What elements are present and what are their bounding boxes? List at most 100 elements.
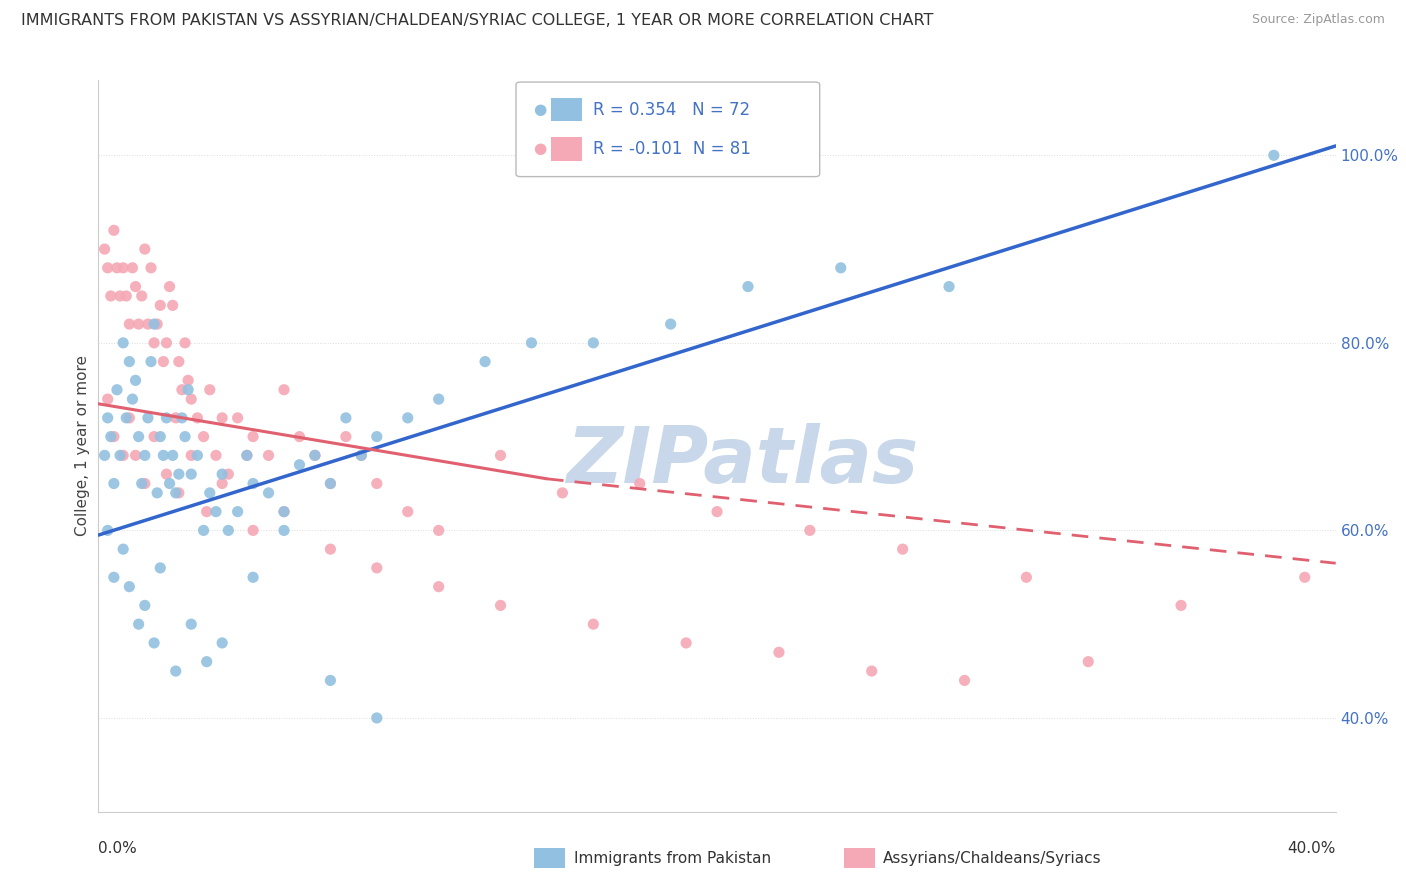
Point <box>319 476 342 491</box>
Point <box>152 449 174 463</box>
Point <box>1263 148 1285 162</box>
Point <box>953 673 976 688</box>
Point <box>97 524 120 538</box>
Point <box>198 383 221 397</box>
Point <box>124 279 146 293</box>
Point <box>100 289 122 303</box>
Point <box>128 617 150 632</box>
Point <box>152 354 174 368</box>
Point <box>768 645 790 659</box>
Point <box>242 570 264 584</box>
Point <box>146 317 169 331</box>
Point <box>143 317 166 331</box>
Point <box>799 524 821 538</box>
Point <box>177 373 200 387</box>
Point <box>155 335 177 350</box>
Point <box>427 580 450 594</box>
Point <box>217 467 239 482</box>
Text: R = -0.101  N = 81: R = -0.101 N = 81 <box>593 140 751 158</box>
Point <box>143 335 166 350</box>
Point <box>118 410 141 425</box>
Point <box>273 524 295 538</box>
Point <box>211 410 233 425</box>
Text: ●: ● <box>533 142 547 156</box>
Point <box>167 354 190 368</box>
Point <box>675 636 697 650</box>
Point <box>1170 599 1192 613</box>
Point <box>97 392 120 406</box>
Point <box>170 410 193 425</box>
Point <box>131 289 153 303</box>
Point <box>105 260 128 275</box>
Point <box>186 410 208 425</box>
Point <box>242 476 264 491</box>
Text: ZIPatlas: ZIPatlas <box>565 423 918 499</box>
Point <box>149 429 172 443</box>
Point <box>149 561 172 575</box>
Point <box>103 223 125 237</box>
Point <box>108 449 131 463</box>
Point <box>211 636 233 650</box>
Point <box>350 449 373 463</box>
Point <box>180 392 202 406</box>
Point <box>319 673 342 688</box>
Point <box>366 561 388 575</box>
Point <box>217 524 239 538</box>
Text: ●: ● <box>533 103 547 117</box>
Point <box>115 289 138 303</box>
Point <box>304 449 326 463</box>
Point <box>1294 570 1316 584</box>
Point <box>257 449 280 463</box>
Point <box>226 410 249 425</box>
Point <box>112 542 135 557</box>
Point <box>128 317 150 331</box>
Point <box>121 392 143 406</box>
Point <box>211 476 233 491</box>
Text: Source: ZipAtlas.com: Source: ZipAtlas.com <box>1251 13 1385 27</box>
Point <box>236 449 259 463</box>
Point <box>105 383 128 397</box>
Point <box>134 449 156 463</box>
Point <box>860 664 883 678</box>
Text: R = 0.354   N = 72: R = 0.354 N = 72 <box>593 101 751 119</box>
Point <box>366 711 388 725</box>
Point <box>128 429 150 443</box>
Point <box>195 505 218 519</box>
Point <box>167 486 190 500</box>
Point <box>938 279 960 293</box>
Text: Assyrians/Chaldeans/Syriacs: Assyrians/Chaldeans/Syriacs <box>883 851 1101 865</box>
Point <box>112 335 135 350</box>
Point <box>118 354 141 368</box>
Point <box>118 317 141 331</box>
Point <box>706 505 728 519</box>
Point <box>136 410 159 425</box>
Point <box>335 429 357 443</box>
Point <box>108 289 131 303</box>
Point <box>115 410 138 425</box>
Point <box>427 524 450 538</box>
Point <box>97 410 120 425</box>
Point <box>489 449 512 463</box>
Point <box>396 505 419 519</box>
Point <box>366 476 388 491</box>
Point <box>489 599 512 613</box>
Point <box>139 354 162 368</box>
Point <box>180 449 202 463</box>
Point <box>165 486 187 500</box>
Point <box>143 636 166 650</box>
Point <box>134 599 156 613</box>
Point <box>159 476 181 491</box>
Point <box>304 449 326 463</box>
Point <box>134 242 156 256</box>
Point <box>628 476 651 491</box>
Point <box>1015 570 1038 584</box>
Point <box>165 664 187 678</box>
Point <box>288 458 311 472</box>
Point <box>366 429 388 443</box>
Point <box>319 542 342 557</box>
Point <box>242 524 264 538</box>
Point <box>205 505 228 519</box>
Point <box>186 449 208 463</box>
Point <box>582 617 605 632</box>
Point <box>93 242 115 256</box>
